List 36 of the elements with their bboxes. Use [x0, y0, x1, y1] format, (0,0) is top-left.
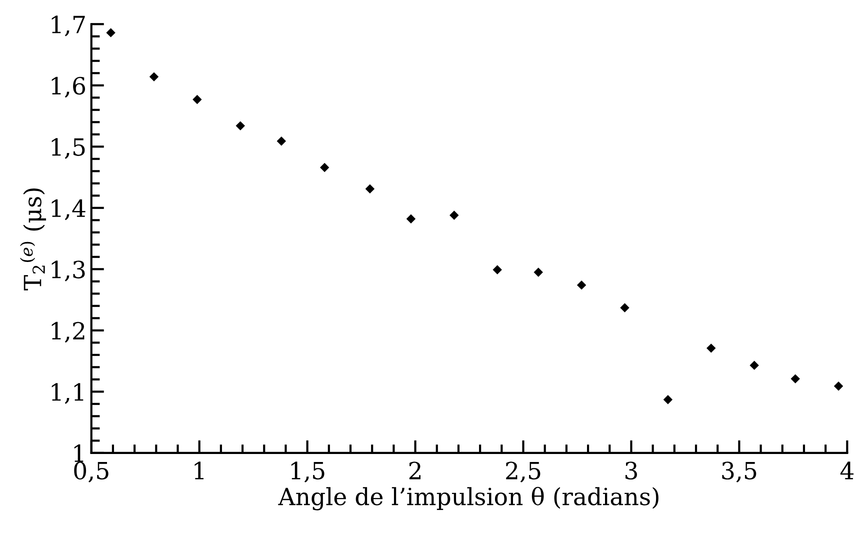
x-tick-label: 0,5 [74, 462, 108, 482]
y-tick-label: 1,6 [52, 76, 86, 98]
point [320, 162, 330, 172]
point [620, 303, 630, 312]
point [750, 360, 759, 370]
y-tick-label: 1,7 [52, 16, 85, 36]
x-tick-label: 1 [194, 462, 204, 480]
point [106, 28, 116, 38]
y-tick-label: 1 [74, 444, 84, 462]
y-tick-label: 1,2 [52, 322, 84, 343]
point [450, 210, 459, 220]
y-tick-label: 1,4 [52, 199, 86, 220]
point [276, 136, 286, 146]
y-axis-title: T$_{2}$$^{(e)}$ (μs) [20, 188, 46, 290]
point [834, 382, 844, 391]
x-tick-label: 1,5 [291, 462, 324, 482]
point [236, 121, 245, 130]
x-tick-label: 2 [409, 462, 420, 480]
point [663, 395, 673, 404]
point [149, 72, 159, 82]
point [406, 214, 416, 224]
y-tick-label: 1,5 [52, 138, 85, 159]
x-tick-label: 4 [840, 462, 854, 480]
point [790, 374, 800, 384]
point [576, 280, 586, 290]
point [492, 265, 502, 274]
point [365, 184, 375, 194]
point [192, 94, 202, 104]
point [534, 268, 543, 277]
y-tick-label: 1,3 [52, 260, 85, 282]
x-axis-title: Angle de l’impulsion θ (radians) [278, 486, 658, 510]
x-tick-label: 3,5 [722, 462, 756, 482]
y-tick-label: 1,1 [52, 383, 84, 404]
point [706, 344, 716, 353]
x-tick-label: 3 [626, 462, 637, 480]
x-tick-label: 2,5 [506, 462, 540, 482]
